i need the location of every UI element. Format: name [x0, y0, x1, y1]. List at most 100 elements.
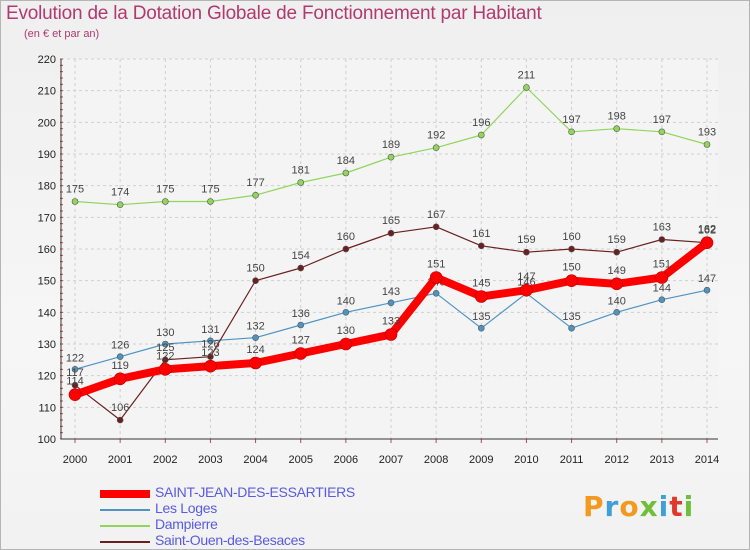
logo-letter: i	[658, 490, 670, 523]
data-point	[252, 191, 259, 199]
data-point	[384, 328, 398, 341]
y-tick-label: 140	[38, 307, 56, 319]
data-point	[71, 198, 79, 205]
data-label: 151	[427, 259, 445, 271]
data-point	[342, 245, 350, 253]
x-tick-label: 2004	[243, 454, 267, 466]
data-point	[610, 277, 624, 291]
data-label: 130	[156, 327, 174, 339]
data-point	[71, 381, 79, 389]
legend-swatch	[100, 541, 150, 543]
data-label: 154	[292, 250, 310, 262]
data-point	[297, 264, 305, 272]
data-point	[568, 128, 575, 136]
data-label: 197	[562, 114, 580, 126]
data-label: 143	[382, 286, 400, 298]
data-point	[297, 321, 305, 329]
proxiti-logo: Proxiti	[583, 490, 694, 523]
data-label: 122	[66, 352, 84, 364]
data-label: 151	[653, 259, 671, 271]
logo-letter: x	[639, 490, 659, 523]
data-point	[387, 229, 395, 237]
data-label: 114	[66, 376, 84, 388]
y-tick-label: 210	[38, 86, 56, 98]
data-label: 123	[201, 347, 219, 359]
data-point	[207, 337, 214, 345]
chart-title: Evolution de la Dotation Globale de Fonc…	[6, 3, 542, 24]
data-point	[703, 141, 711, 148]
x-tick-label: 2008	[424, 454, 448, 466]
data-point	[252, 334, 259, 341]
data-point	[655, 271, 669, 284]
data-label: 136	[292, 308, 310, 320]
data-point	[477, 131, 485, 139]
data-label: 106	[111, 402, 129, 414]
data-point	[342, 309, 350, 316]
data-point	[68, 388, 82, 401]
y-tick-label: 160	[38, 244, 56, 256]
data-label: 130	[337, 325, 355, 337]
y-tick-label: 100	[38, 434, 56, 446]
data-point	[116, 353, 124, 360]
x-tick-label: 2006	[334, 454, 358, 466]
data-label: 133	[382, 316, 400, 328]
data-label: 167	[427, 209, 445, 221]
data-label: 135	[472, 311, 490, 323]
data-point	[700, 236, 714, 249]
data-label: 193	[698, 127, 716, 139]
data-point	[474, 290, 488, 303]
legend-label: Dampierre	[155, 516, 218, 532]
data-point	[161, 356, 169, 364]
data-label: 198	[608, 111, 626, 123]
y-tick-label: 130	[38, 339, 56, 351]
data-label: 150	[246, 263, 264, 275]
data-label: 147	[698, 273, 716, 285]
data-label: 162	[698, 224, 716, 236]
data-point	[432, 144, 440, 151]
data-point	[520, 283, 533, 297]
x-tick-label: 2009	[469, 454, 493, 466]
y-tick-label: 120	[38, 371, 56, 383]
chart-subtitle: (en € et par an)	[24, 28, 100, 40]
logo-letter: t	[669, 490, 684, 523]
data-label: 119	[111, 360, 129, 372]
data-point	[658, 296, 666, 303]
data-label: 149	[608, 265, 626, 277]
x-tick-label: 2002	[153, 454, 177, 466]
y-tick-label: 180	[38, 181, 56, 193]
data-point	[252, 277, 259, 284]
data-label: 163	[653, 222, 671, 234]
data-label: 159	[517, 234, 535, 246]
data-label: 174	[111, 187, 129, 199]
data-label: 132	[246, 321, 264, 333]
data-point	[161, 340, 169, 348]
data-label: 165	[382, 215, 400, 227]
x-tick-label: 2014	[695, 454, 719, 466]
logo-letter: P	[583, 490, 605, 523]
data-label: 196	[472, 117, 490, 129]
data-label: 181	[292, 165, 310, 177]
data-label: 160	[337, 231, 355, 243]
x-tick-label: 2011	[560, 454, 584, 466]
data-point	[161, 198, 169, 205]
data-label: 150	[562, 262, 580, 274]
data-point	[613, 309, 621, 316]
data-point	[703, 286, 711, 294]
data-point	[207, 198, 214, 205]
data-label: 160	[562, 231, 580, 243]
data-label: 124	[246, 344, 264, 356]
data-point	[432, 290, 440, 297]
data-label: 147	[517, 271, 535, 283]
data-point	[477, 242, 485, 250]
y-tick-label: 150	[38, 276, 56, 288]
data-point	[565, 274, 578, 287]
y-tick-label: 190	[38, 149, 56, 161]
data-label: 122	[156, 350, 174, 362]
data-point	[297, 179, 305, 186]
x-tick-label: 2000	[63, 454, 87, 466]
data-point	[523, 248, 530, 256]
legend-swatch	[100, 509, 150, 511]
data-label: 211	[518, 70, 536, 82]
x-tick-label: 2013	[650, 454, 674, 466]
